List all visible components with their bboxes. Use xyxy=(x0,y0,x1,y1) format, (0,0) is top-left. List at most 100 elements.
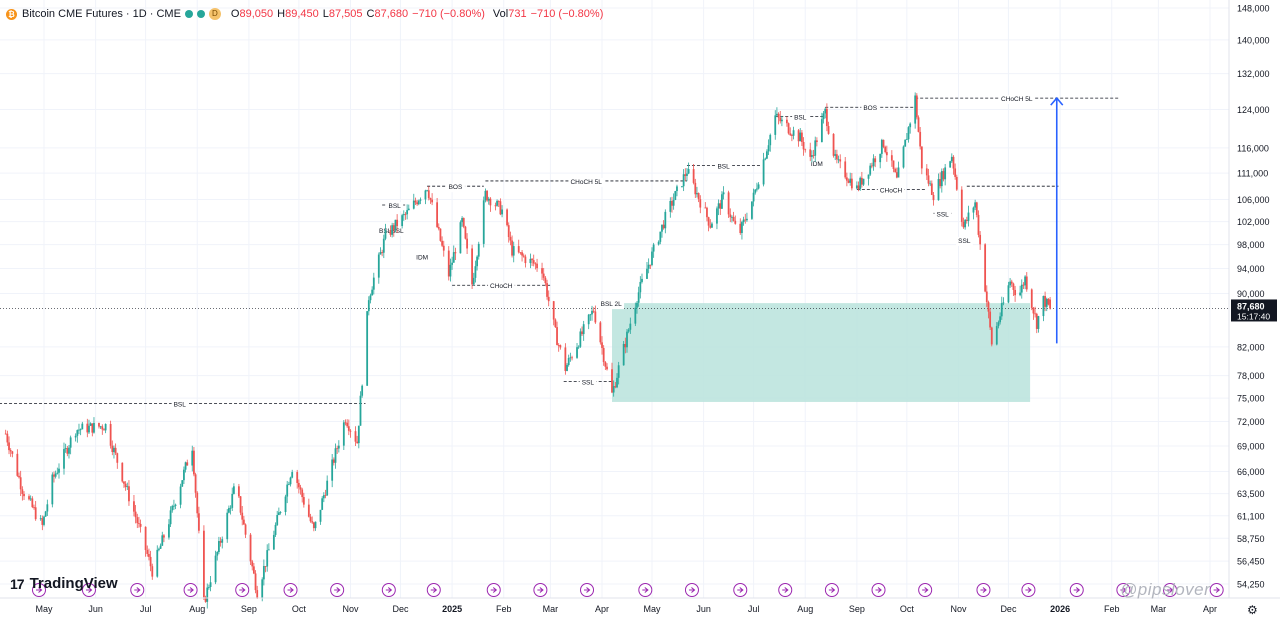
candle-body xyxy=(716,208,718,224)
price-tick-label: 61,100 xyxy=(1237,511,1265,521)
candle-body xyxy=(31,498,34,508)
candle-body xyxy=(252,566,255,574)
candle-body xyxy=(815,140,818,142)
candle-body xyxy=(962,221,965,228)
candle-body xyxy=(204,597,207,602)
candle-body xyxy=(311,521,314,523)
candle-body xyxy=(964,219,967,228)
candle-body xyxy=(754,189,757,193)
candle-body xyxy=(764,158,767,160)
candle-body xyxy=(592,310,595,312)
candle-body xyxy=(194,474,197,493)
candle-body xyxy=(904,139,907,147)
candle-body xyxy=(879,153,882,163)
event-arrow-icon xyxy=(1167,587,1174,593)
candle-body xyxy=(244,524,247,535)
time-tick-label: Sep xyxy=(241,604,257,614)
candle-body xyxy=(569,357,572,359)
candle-body xyxy=(847,180,850,183)
candle-body xyxy=(944,167,947,180)
event-arrow-icon xyxy=(642,587,649,593)
candle-body xyxy=(21,489,24,494)
candle-body xyxy=(406,210,409,215)
candle-body xyxy=(466,238,468,249)
candle-body xyxy=(302,497,305,505)
event-arrow-icon xyxy=(980,587,987,593)
candle-body xyxy=(206,587,209,602)
candle-body xyxy=(974,202,977,208)
candle-body xyxy=(552,301,555,320)
candle-body xyxy=(1012,283,1015,290)
candle-body xyxy=(99,426,102,428)
candle-body xyxy=(183,469,185,481)
candle-body xyxy=(301,489,304,498)
candle-body xyxy=(159,545,162,549)
candle-body xyxy=(53,474,55,477)
event-arrow-icon xyxy=(688,587,696,593)
candle-body xyxy=(659,231,662,242)
settings-icon[interactable]: ⚙ xyxy=(1247,603,1258,617)
candle-body xyxy=(529,258,532,264)
time-tick-label: Jun xyxy=(696,604,711,614)
time-tick-label: Oct xyxy=(292,604,307,614)
candle-body xyxy=(541,268,543,274)
tradingview-logo[interactable]: 17 TradingView xyxy=(10,575,118,592)
candle-body xyxy=(624,343,627,348)
candle-body xyxy=(739,223,742,234)
candle-body xyxy=(576,347,578,358)
price-axis[interactable]: 148,000 140,000 132,000 124,000 116,000 111,0… xyxy=(0,0,1280,599)
event-arrow-icon xyxy=(430,587,438,593)
candle-body xyxy=(472,277,475,285)
candle-body xyxy=(134,511,137,518)
candle-body xyxy=(487,198,490,201)
candle-body xyxy=(995,326,998,345)
event-arrow-icon xyxy=(134,587,141,593)
candle-body xyxy=(517,246,520,253)
candle-body xyxy=(709,225,712,228)
candle-body xyxy=(577,346,580,348)
candle-body xyxy=(757,184,760,189)
candle-body xyxy=(427,190,430,199)
candle-body xyxy=(634,307,637,324)
candle-body xyxy=(786,119,788,124)
time-tick-label: Sep xyxy=(849,604,865,614)
candle-body xyxy=(9,450,12,452)
candle-body xyxy=(985,291,988,303)
candle-body xyxy=(78,429,80,431)
candle-body xyxy=(717,203,720,209)
candle-body xyxy=(237,486,240,497)
candle-body xyxy=(672,199,675,206)
candle-body xyxy=(972,207,975,213)
candle-body xyxy=(452,252,455,263)
symbol-title[interactable]: Bitcoin CME Futures · 1D · CME xyxy=(22,8,181,20)
candle-body xyxy=(98,422,100,427)
candle-body xyxy=(138,523,140,524)
time-tick-label: Apr xyxy=(1203,604,1217,614)
candle-body xyxy=(756,188,758,190)
candle-body xyxy=(867,174,870,179)
time-axis[interactable]: May Jun Jul Aug Sep Oct Nov Dec 2025 Feb Mar Apr May… xyxy=(35,604,1217,614)
candle-body xyxy=(489,198,492,206)
candle-body xyxy=(44,511,47,517)
candle-body xyxy=(809,149,812,157)
event-arrow-icon xyxy=(537,587,544,593)
candle-body xyxy=(151,566,154,577)
candle-body xyxy=(8,442,10,451)
price-tick-label: 54,250 xyxy=(1237,580,1265,590)
candle-body xyxy=(437,226,440,229)
close-key: C xyxy=(366,8,375,20)
candle-body xyxy=(18,475,20,478)
candle-body xyxy=(254,573,257,591)
time-tick-label: Feb xyxy=(1104,604,1120,614)
structure-label: BOS xyxy=(449,184,463,191)
candle-body xyxy=(121,462,124,482)
candle-body xyxy=(859,177,862,190)
structure-label: IDM xyxy=(811,161,823,168)
price-tick-label: 116,000 xyxy=(1237,143,1269,153)
candle-body xyxy=(482,200,485,244)
candle-body xyxy=(401,215,404,227)
event-arrow-icon xyxy=(239,587,246,593)
event-arrow-icon xyxy=(36,587,43,593)
